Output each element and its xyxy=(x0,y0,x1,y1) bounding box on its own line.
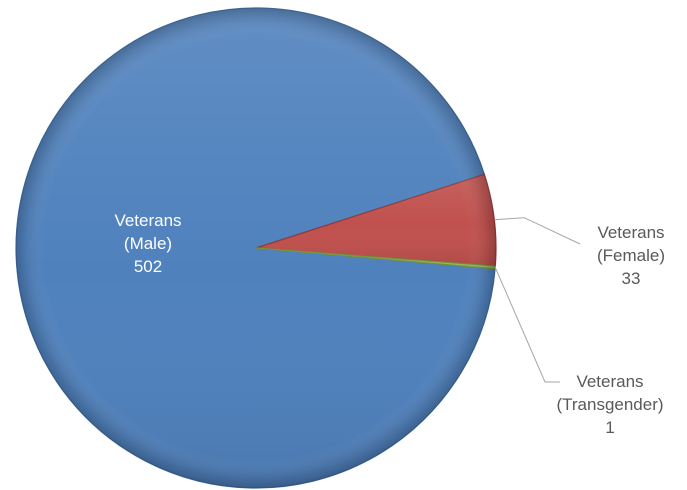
label-veterans-female-value: 33 xyxy=(622,269,641,288)
label-veterans-male-value: 502 xyxy=(134,257,162,276)
label-veterans-male-line: (Male) xyxy=(124,234,172,253)
label-veterans-male-line: Veterans xyxy=(114,211,181,230)
label-veterans-female-line: (Female) xyxy=(597,246,665,265)
label-veterans-transgender-line: Veterans xyxy=(576,372,643,391)
label-veterans-female: Veterans (Female) 33 xyxy=(597,223,665,288)
leader-line-transgender xyxy=(494,267,560,383)
label-veterans-transgender-value: 1 xyxy=(605,418,614,437)
label-veterans-transgender-line: (Transgender) xyxy=(556,395,663,414)
label-veterans-transgender: Veterans (Transgender) 1 xyxy=(556,372,663,437)
label-veterans-male: Veterans (Male) 502 xyxy=(114,211,181,276)
label-veterans-female-line: Veterans xyxy=(597,223,664,242)
leader-line-female xyxy=(494,217,581,245)
